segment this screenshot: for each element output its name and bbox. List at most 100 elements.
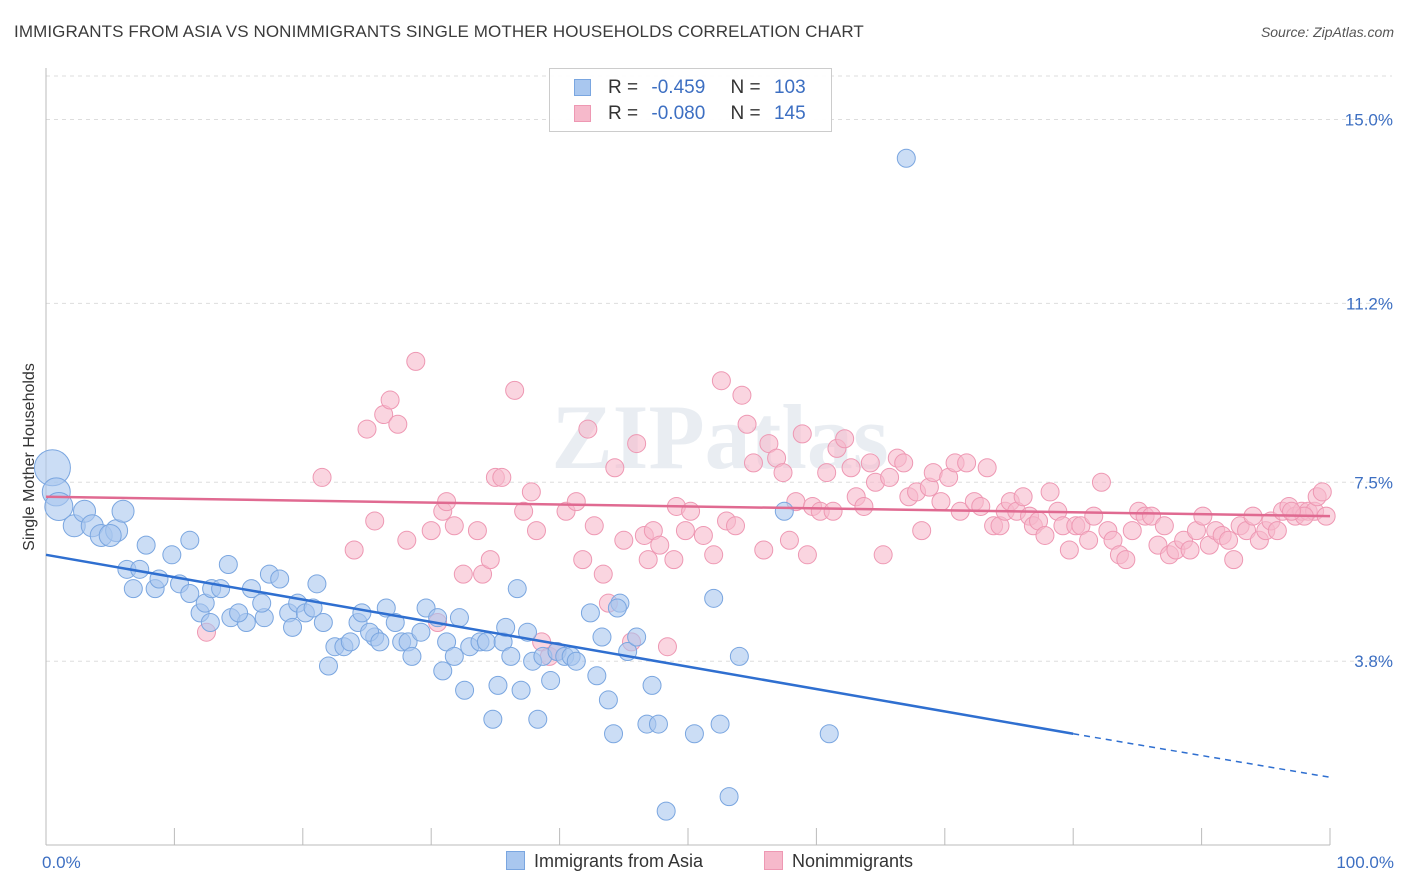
data-point-immigrants-from-asia — [98, 523, 122, 547]
data-point-immigrants-from-asia — [684, 724, 704, 744]
data-point-immigrants-from-asia — [507, 579, 527, 599]
data-point-nonimmigrants — [1219, 530, 1239, 550]
data-point-immigrants-from-asia — [627, 627, 647, 647]
data-point-immigrants-from-asia — [352, 603, 372, 623]
data-point-immigrants-from-asia — [340, 632, 360, 652]
trend-line-nonimmigrants — [45, 495, 1331, 518]
y-axis-label: Single Mother Households — [21, 363, 38, 551]
data-point-immigrants-from-asia — [444, 646, 464, 666]
legend-r-label-pink: R = — [608, 103, 639, 124]
data-point-nonimmigrants — [627, 434, 647, 454]
data-point-nonimmigrants — [880, 467, 900, 487]
data-point-nonimmigrants — [817, 463, 837, 483]
data-point-immigrants-from-asia — [607, 598, 627, 618]
data-point-immigrants-from-asia — [528, 709, 548, 729]
data-point-nonimmigrants — [397, 530, 417, 550]
data-point-nonimmigrants — [1267, 521, 1287, 541]
data-point-nonimmigrants — [1079, 530, 1099, 550]
data-point-immigrants-from-asia — [449, 608, 469, 628]
data-point-nonimmigrants — [521, 482, 541, 502]
data-point-immigrants-from-asia — [604, 724, 624, 744]
data-point-immigrants-from-asia — [313, 613, 333, 633]
data-point-nonimmigrants — [1154, 516, 1174, 536]
data-point-immigrants-from-asia — [587, 666, 607, 686]
data-point-immigrants-from-asia — [162, 545, 182, 565]
data-point-nonimmigrants — [726, 516, 746, 536]
data-point-nonimmigrants — [1035, 525, 1055, 545]
data-point-immigrants-from-asia — [136, 535, 156, 555]
data-point-nonimmigrants — [693, 525, 713, 545]
data-point-immigrants-from-asia — [307, 574, 327, 594]
data-point-immigrants-from-asia — [580, 603, 600, 623]
data-point-nonimmigrants — [675, 521, 695, 541]
data-point-immigrants-from-asia — [318, 656, 338, 676]
legend-r-value-pink: -0.080 — [651, 103, 706, 124]
data-point-immigrants-from-asia — [252, 593, 272, 613]
data-point-nonimmigrants — [421, 521, 441, 541]
data-point-immigrants-from-asia — [44, 491, 74, 521]
data-point-nonimmigrants — [467, 521, 487, 541]
data-point-nonimmigrants — [860, 453, 880, 473]
data-point-immigrants-from-asia — [642, 675, 662, 695]
data-point-immigrants-from-asia — [218, 554, 238, 574]
data-point-nonimmigrants — [514, 501, 534, 521]
data-point-nonimmigrants — [873, 545, 893, 565]
data-point-nonimmigrants — [835, 429, 855, 449]
legend-r-label-blue: R = — [608, 77, 639, 98]
data-point-nonimmigrants — [657, 637, 677, 657]
bottom-legend-pink[interactable]: Nonimmigrants — [764, 851, 913, 872]
data-point-immigrants-from-asia — [704, 588, 724, 608]
data-point-nonimmigrants — [1116, 550, 1136, 570]
data-point-nonimmigrants — [664, 550, 684, 570]
data-point-nonimmigrants — [380, 390, 400, 410]
data-point-immigrants-from-asia — [303, 598, 323, 618]
data-point-immigrants-from-asia — [385, 613, 405, 633]
data-point-immigrants-from-asia — [180, 530, 200, 550]
legend-swatch-blue — [574, 79, 591, 96]
data-point-nonimmigrants — [977, 458, 997, 478]
data-point-nonimmigrants — [1312, 482, 1332, 502]
data-point-immigrants-from-asia — [566, 651, 586, 671]
bottom-legend-blue[interactable]: Immigrants from Asia — [506, 851, 703, 872]
data-point-immigrants-from-asia — [370, 632, 390, 652]
data-point-immigrants-from-asia — [123, 579, 143, 599]
data-point-nonimmigrants — [737, 414, 757, 434]
legend-n-value-blue: 103 — [773, 77, 806, 98]
y-tick-label: 3.8% — [1354, 652, 1393, 671]
stats-legend: R = -0.459 N = 103 R = -0.080 N = 145 — [549, 68, 832, 132]
data-point-nonimmigrants — [1142, 506, 1162, 526]
data-point-immigrants-from-asia — [729, 646, 749, 666]
data-point-immigrants-from-asia — [541, 671, 561, 691]
data-point-immigrants-from-asia — [719, 787, 739, 807]
data-point-immigrants-from-asia — [433, 661, 453, 681]
data-point-nonimmigrants — [388, 414, 408, 434]
data-point-immigrants-from-asia — [656, 801, 676, 821]
data-point-immigrants-from-asia — [496, 617, 516, 637]
data-point-nonimmigrants — [931, 492, 951, 512]
data-point-nonimmigrants — [578, 419, 598, 439]
data-point-nonimmigrants — [971, 496, 991, 516]
data-point-immigrants-from-asia — [111, 499, 135, 523]
data-point-nonimmigrants — [1040, 482, 1060, 502]
data-point-nonimmigrants — [526, 521, 546, 541]
data-point-nonimmigrants — [779, 530, 799, 550]
data-point-immigrants-from-asia — [180, 584, 200, 604]
data-point-nonimmigrants — [754, 540, 774, 560]
data-point-immigrants-from-asia — [455, 680, 475, 700]
legend-n-label-blue: N = — [730, 77, 761, 98]
data-point-immigrants-from-asia — [511, 680, 531, 700]
data-point-immigrants-from-asia — [483, 709, 503, 729]
data-point-nonimmigrants — [894, 453, 914, 473]
data-point-nonimmigrants — [344, 540, 364, 560]
data-point-nonimmigrants — [743, 453, 763, 473]
data-point-nonimmigrants — [566, 492, 586, 512]
data-point-nonimmigrants — [312, 467, 332, 487]
y-tick-label: 7.5% — [1354, 473, 1393, 492]
data-point-nonimmigrants — [638, 550, 658, 570]
data-point-nonimmigrants — [1091, 472, 1111, 492]
data-point-immigrants-from-asia — [283, 617, 303, 637]
data-point-nonimmigrants — [823, 501, 843, 521]
legend-n-label-pink: N = — [730, 103, 761, 124]
data-point-nonimmigrants — [732, 385, 752, 405]
